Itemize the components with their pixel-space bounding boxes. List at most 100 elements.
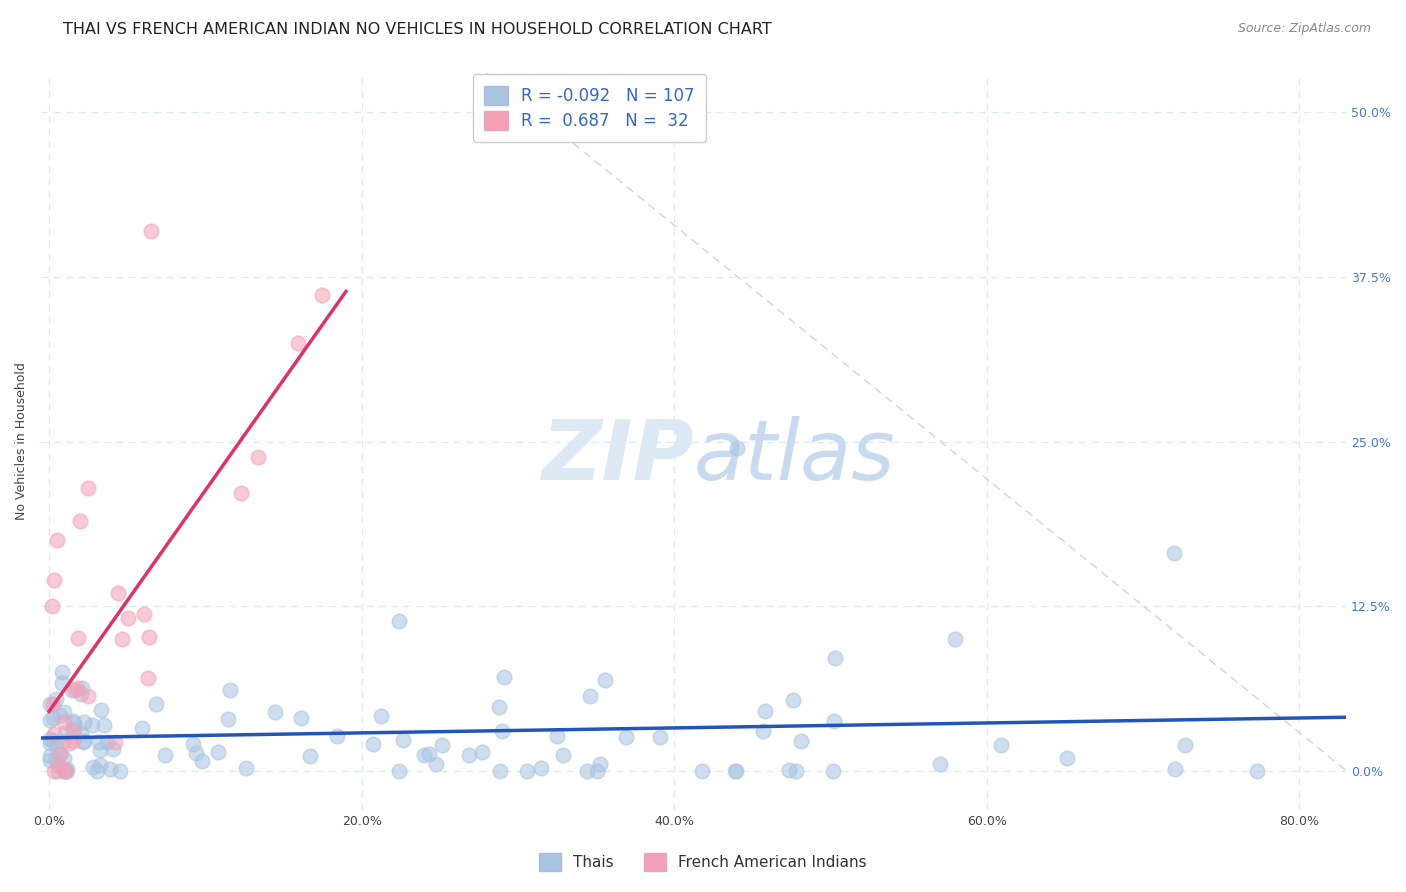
Point [52, 764, 75, 778]
Point [38, 748, 60, 763]
Point [593, 673, 616, 687]
Point [1163, 546, 1185, 560]
Point [778, 763, 800, 777]
Point [823, 714, 845, 728]
Point [388, 764, 411, 778]
Point [724, 764, 747, 778]
Point [69, 726, 91, 740]
Y-axis label: No Vehicles in Household: No Vehicles in Household [15, 362, 28, 520]
Point [44, 727, 66, 741]
Point [82, 760, 104, 774]
Point [821, 764, 844, 778]
Point [191, 754, 214, 768]
Point [586, 764, 609, 778]
Point [38, 736, 60, 750]
Point [55, 764, 77, 778]
Point [89, 734, 111, 748]
Point [418, 747, 440, 761]
Point [70, 681, 93, 696]
Point [51, 665, 73, 679]
Point [648, 730, 671, 744]
Point [45, 753, 67, 767]
Point [551, 747, 574, 762]
Point [107, 586, 129, 600]
Point [96, 735, 118, 749]
Point [546, 730, 568, 744]
Point [38, 753, 60, 767]
Point [516, 764, 538, 778]
Point [785, 764, 807, 778]
Point [58, 736, 80, 750]
Point [45, 752, 67, 766]
Text: ZIP: ZIP [541, 416, 693, 497]
Point [361, 738, 384, 752]
Point [52, 751, 75, 765]
Point [790, 734, 813, 748]
Point [412, 748, 434, 763]
Point [153, 747, 176, 762]
Point [44, 764, 66, 778]
Legend: R = -0.092   N = 107, R =  0.687   N =  32: R = -0.092 N = 107, R = 0.687 N = 32 [472, 74, 706, 142]
Point [311, 287, 333, 301]
Point [62, 723, 84, 738]
Point [98, 762, 121, 776]
Point [432, 738, 454, 752]
Point [392, 732, 415, 747]
Point [93, 718, 115, 732]
Point [104, 735, 127, 749]
Point [46, 764, 69, 778]
Point [181, 737, 204, 751]
Point [138, 630, 160, 644]
Point [77, 481, 100, 495]
Point [41, 711, 63, 725]
Point [60, 683, 83, 698]
Point [56, 763, 79, 777]
Point [579, 689, 602, 703]
Text: atlas: atlas [693, 416, 896, 497]
Point [754, 704, 776, 718]
Point [299, 749, 322, 764]
Point [690, 764, 713, 778]
Point [219, 682, 242, 697]
Point [77, 690, 100, 704]
Point [752, 724, 775, 739]
Point [69, 687, 91, 701]
Point [51, 675, 73, 690]
Point [491, 723, 513, 738]
Point [724, 764, 747, 778]
Point [45, 533, 67, 548]
Point [52, 706, 75, 720]
Point [458, 747, 481, 762]
Point [63, 715, 86, 730]
Point [207, 745, 229, 759]
Point [425, 756, 447, 771]
Point [45, 692, 67, 706]
Point [42, 573, 65, 587]
Point [488, 764, 510, 778]
Point [103, 742, 125, 756]
Point [246, 450, 269, 465]
Point [388, 614, 411, 628]
Point [69, 514, 91, 528]
Point [89, 757, 111, 772]
Text: THAI VS FRENCH AMERICAN INDIAN NO VEHICLES IN HOUSEHOLD CORRELATION CHART: THAI VS FRENCH AMERICAN INDIAN NO VEHICL… [63, 22, 772, 37]
Point [494, 670, 516, 684]
Point [48, 747, 70, 761]
Point [1164, 762, 1187, 776]
Point [110, 764, 132, 778]
Point [184, 746, 207, 760]
Point [529, 761, 551, 775]
Point [990, 738, 1012, 752]
Text: Source: ZipAtlas.com: Source: ZipAtlas.com [1237, 22, 1371, 36]
Point [90, 703, 112, 717]
Point [290, 711, 312, 725]
Point [52, 734, 75, 748]
Point [80, 718, 103, 732]
Point [89, 742, 111, 756]
Point [49, 708, 72, 723]
Point [66, 681, 89, 695]
Point [782, 693, 804, 707]
Point [471, 745, 494, 759]
Point [63, 682, 86, 697]
Point [53, 715, 76, 730]
